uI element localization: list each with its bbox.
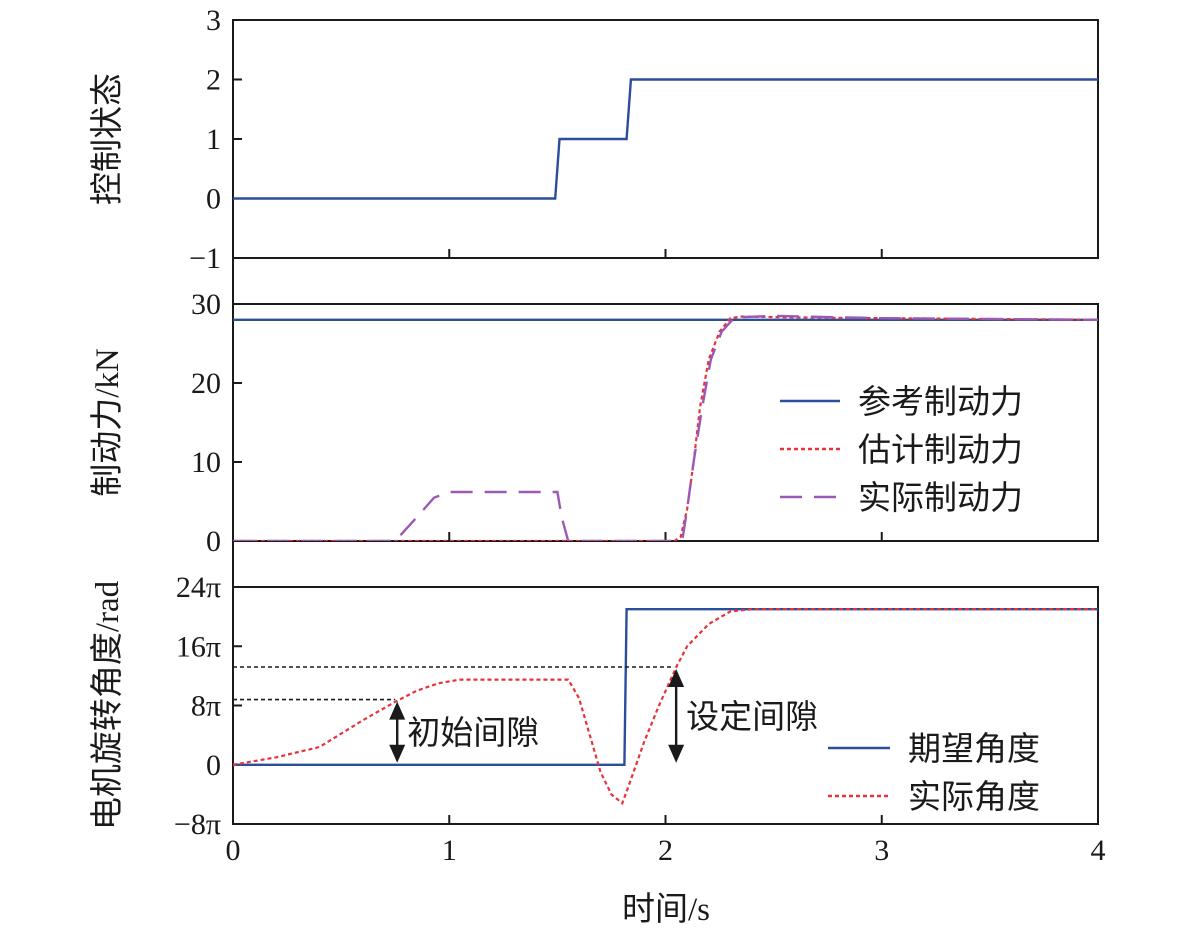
y-axis-title-force: 制动力/kN — [89, 348, 126, 497]
y-tick-label-state: 3 — [206, 4, 221, 37]
x-axis-title: 时间/s — [622, 892, 710, 928]
y-tick-label-angle: 24π — [176, 571, 221, 604]
series-line-angle-实际角度 — [233, 608, 1098, 806]
y-tick-label-force: 10 — [191, 446, 221, 479]
legend-label-参考制动力: 参考制动力 — [858, 384, 1023, 421]
series-layer — [233, 78, 1098, 806]
plot-frame-state — [232, 19, 1099, 259]
x-tick-label: 3 — [874, 834, 889, 867]
y-tick-label-state: 1 — [206, 123, 221, 156]
gap-arrow-head — [668, 668, 685, 687]
y-tick-label-force: 0 — [206, 525, 221, 558]
y-axis-title-state: 控制状态 — [89, 73, 126, 205]
y-axis-title-angle: 电机旋转角度/rad — [89, 580, 126, 830]
series-line-force-估计制动力 — [233, 315, 1098, 541]
y-tick-label-state: 0 — [206, 183, 221, 216]
x-tick-label: 4 — [1091, 834, 1106, 867]
gap-annotation-label: 初始间隙 — [407, 715, 539, 752]
y-tick-label-state: 2 — [206, 64, 221, 97]
panel-frames — [232, 19, 1099, 825]
y-tick-label-angle: −8π — [174, 808, 221, 841]
y-tick-label-force: 20 — [191, 367, 221, 400]
gap-arrow-head — [668, 744, 685, 763]
gap-annotation-label: 设定间隙 — [686, 699, 818, 736]
y-tick-label-angle: 8π — [191, 690, 221, 723]
x-tick-label: 1 — [442, 834, 457, 867]
series-line-state-0 — [233, 78, 1098, 200]
y-tick-label-angle: 0 — [206, 749, 221, 782]
legend-label-实际角度: 实际角度 — [908, 779, 1040, 816]
series-line-force-实际制动力 — [233, 314, 1098, 541]
legend-label-估计制动力: 估计制动力 — [858, 432, 1023, 469]
y-tick-label-angle: 16π — [176, 630, 221, 663]
x-tick-label: 0 — [226, 834, 241, 867]
x-tick-label: 2 — [658, 834, 673, 867]
legend-label-期望角度: 期望角度 — [908, 731, 1040, 768]
gap-arrow-head — [389, 744, 406, 763]
annotation-layer — [233, 666, 685, 763]
y-tick-label-state: −1 — [189, 242, 221, 275]
legend-label-实际制动力: 实际制动力 — [858, 480, 1023, 517]
gap-arrow-head — [389, 701, 406, 720]
y-tick-label-force: 30 — [191, 288, 221, 321]
